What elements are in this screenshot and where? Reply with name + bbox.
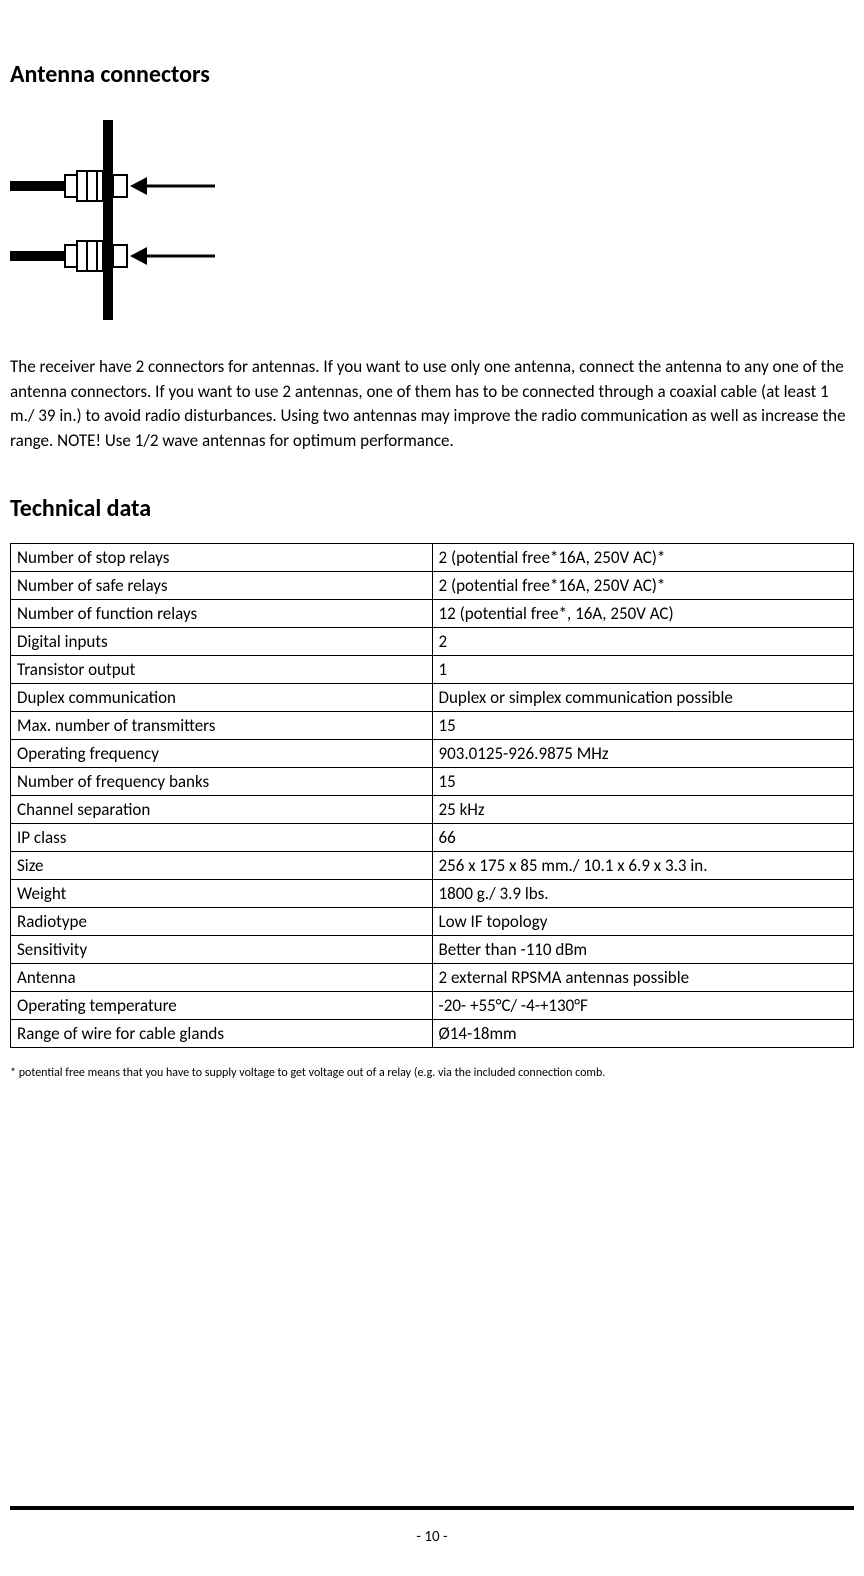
table-row: Operating frequency903.0125-926.9875 MHz <box>11 739 854 767</box>
table-row: RadiotypeLow IF topology <box>11 907 854 935</box>
table-cell: 2 external RPSMA antennas possible <box>432 963 854 991</box>
table-cell: 15 <box>432 767 854 795</box>
table-cell: Weight <box>11 879 433 907</box>
table-cell: Duplex communication <box>11 683 433 711</box>
table-row: Operating temperature-20- +55°C/ -4-+130… <box>11 991 854 1019</box>
table-row: Duplex communicationDuplex or simplex co… <box>11 683 854 711</box>
table-cell: Max. number of transmitters <box>11 711 433 739</box>
table-cell: Number of safe relays <box>11 571 433 599</box>
table-cell: 66 <box>432 823 854 851</box>
table-cell: Sensitivity <box>11 935 433 963</box>
page-number: - 10 - <box>416 1528 447 1546</box>
table-row: SensitivityBetter than -110 dBm <box>11 935 854 963</box>
table-row: Number of stop relays2 (potential free*1… <box>11 543 854 571</box>
table-cell: 25 kHz <box>432 795 854 823</box>
table-cell: 12 (potential free*, 16A, 250V AC) <box>432 599 854 627</box>
antenna-paragraph: The receiver have 2 connectors for anten… <box>10 355 850 454</box>
table-cell: -20- +55°C/ -4-+130°F <box>432 991 854 1019</box>
table-cell: Transistor output <box>11 655 433 683</box>
table-cell: Ø14-18mm <box>432 1019 854 1047</box>
table-cell: 2 <box>432 627 854 655</box>
table-cell: 903.0125-926.9875 MHz <box>432 739 854 767</box>
table-cell: Operating frequency <box>11 739 433 767</box>
table-row: Digital inputs2 <box>11 627 854 655</box>
table-row: Antenna2 external RPSMA antennas possibl… <box>11 963 854 991</box>
table-row: Number of safe relays2 (potential free*1… <box>11 571 854 599</box>
table-cell: Channel separation <box>11 795 433 823</box>
footnote: * potential free means that you have to … <box>10 1066 854 1080</box>
table-cell: 1800 g./ 3.9 lbs. <box>432 879 854 907</box>
table-cell: 1 <box>432 655 854 683</box>
table-row: Size256 x 175 x 85 mm./ 10.1 x 6.9 x 3.3… <box>11 851 854 879</box>
table-cell: Range of wire for cable glands <box>11 1019 433 1047</box>
antenna-connectors-heading: Antenna connectors <box>10 60 854 89</box>
table-cell: Number of function relays <box>11 599 433 627</box>
table-cell: Duplex or simplex communication possible <box>432 683 854 711</box>
technical-data-table: Number of stop relays2 (potential free*1… <box>10 543 854 1048</box>
table-cell: Low IF topology <box>432 907 854 935</box>
table-cell: Number of stop relays <box>11 543 433 571</box>
table-cell: IP class <box>11 823 433 851</box>
page-footer: - 10 - <box>0 1506 864 1546</box>
table-cell: Number of frequency banks <box>11 767 433 795</box>
technical-data-heading: Technical data <box>10 494 854 523</box>
table-row: Transistor output1 <box>11 655 854 683</box>
table-cell: Antenna <box>11 963 433 991</box>
table-row: Weight1800 g./ 3.9 lbs. <box>11 879 854 907</box>
table-cell: 2 (potential free*16A, 250V AC)* <box>432 543 854 571</box>
table-row: IP class66 <box>11 823 854 851</box>
table-cell: 15 <box>432 711 854 739</box>
table-cell: Better than -110 dBm <box>432 935 854 963</box>
table-cell: Radiotype <box>11 907 433 935</box>
table-row: Channel separation25 kHz <box>11 795 854 823</box>
table-cell: 256 x 175 x 85 mm./ 10.1 x 6.9 x 3.3 in. <box>432 851 854 879</box>
table-row: Number of frequency banks15 <box>11 767 854 795</box>
table-row: Max. number of transmitters15 <box>11 711 854 739</box>
table-cell: Size <box>11 851 433 879</box>
table-row: Number of function relays12 (potential f… <box>11 599 854 627</box>
table-cell: Digital inputs <box>11 627 433 655</box>
table-cell: 2 (potential free*16A, 250V AC)* <box>432 571 854 599</box>
table-row: Range of wire for cable glandsØ14-18mm <box>11 1019 854 1047</box>
table-cell: Operating temperature <box>11 991 433 1019</box>
antenna-connector-diagram <box>5 115 854 325</box>
